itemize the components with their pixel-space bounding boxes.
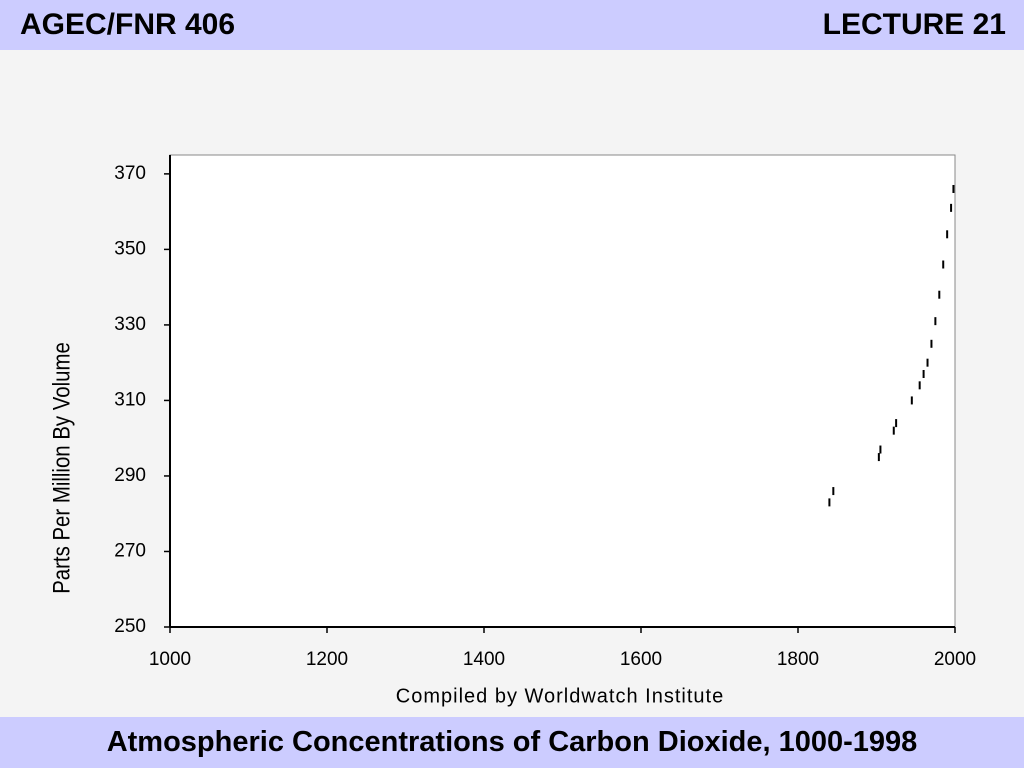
course-code: AGEC/FNR 406 — [20, 8, 236, 41]
x-tick-label: 1600 — [620, 649, 662, 670]
y-tick-label: 350 — [114, 238, 146, 259]
x-tick-label: 1400 — [463, 649, 505, 670]
y-axis-label: Parts Per Million By Volume — [48, 342, 75, 594]
y-tick-label: 290 — [114, 465, 146, 486]
x-tick-label: 1000 — [149, 649, 191, 670]
y-tick-label: 310 — [114, 389, 146, 410]
y-tick-label: 270 — [114, 540, 146, 561]
x-axis-label: Compiled by Worldwatch Institute — [396, 685, 724, 707]
y-tick-label: 250 — [114, 616, 146, 637]
lecture-number: LECTURE 21 — [822, 8, 1006, 41]
x-tick-label: 1800 — [777, 649, 819, 670]
footer-bar — [0, 717, 1024, 768]
plot-area — [169, 154, 956, 628]
header-bar: AGEC/FNR 406 LECTURE 21 — [0, 0, 1024, 50]
x-tick-label: 2000 — [934, 649, 976, 670]
x-tick-label: 1200 — [306, 649, 348, 670]
y-tick-label: 370 — [114, 163, 146, 184]
chart: Compiled by Worldwatch Institute Parts P… — [48, 154, 976, 707]
y-tick-label: 330 — [114, 314, 146, 335]
slide-title: Atmospheric Concentrations of Carbon Dio… — [106, 726, 918, 758]
